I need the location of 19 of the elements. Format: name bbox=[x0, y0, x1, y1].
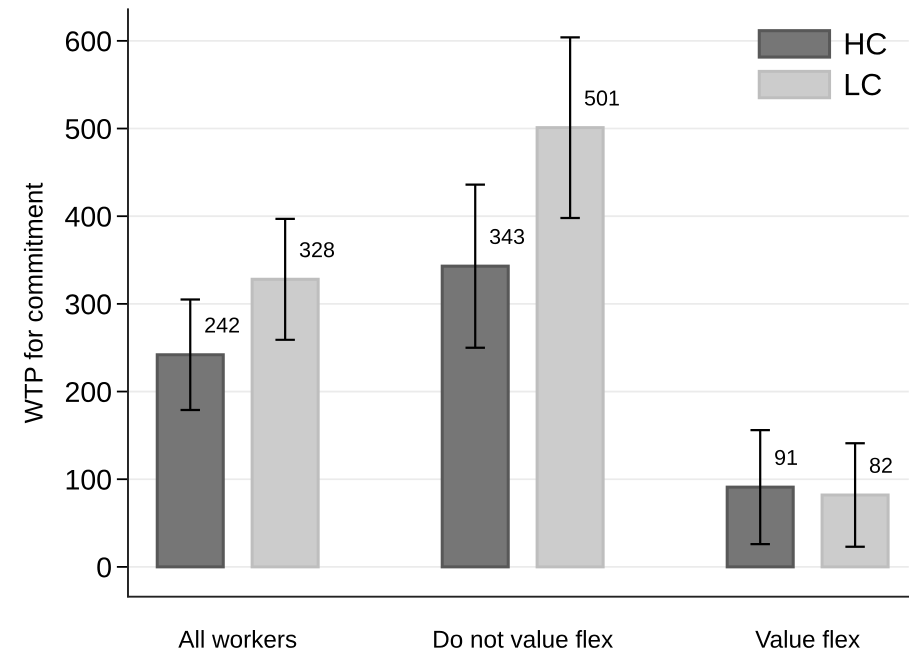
y-axis-title: WTP for commitment bbox=[24, 182, 43, 424]
legend-label: LC bbox=[846, 74, 882, 96]
legend-label: HC bbox=[846, 33, 886, 55]
data-label: 328 bbox=[300, 242, 334, 258]
y-tick-label: 500 bbox=[66, 118, 111, 140]
x-tick-label: Value flex bbox=[755, 630, 860, 648]
y-tick-label: 0 bbox=[97, 557, 111, 578]
data-label: 91 bbox=[775, 450, 797, 466]
x-tick-label: Do not value flex bbox=[434, 630, 613, 648]
y-tick-label: 300 bbox=[66, 294, 111, 314]
data-label: 242 bbox=[205, 317, 239, 333]
y-tick-label: 100 bbox=[66, 470, 111, 490]
y-tick-label: 600 bbox=[66, 31, 111, 52]
data-label: 82 bbox=[870, 458, 892, 473]
y-tick-label: 200 bbox=[66, 382, 111, 402]
y-tick-label: 400 bbox=[65, 206, 111, 227]
x-tick-label: All workers bbox=[178, 630, 296, 648]
data-label: 343 bbox=[490, 228, 524, 244]
data-label: 501 bbox=[584, 90, 619, 106]
